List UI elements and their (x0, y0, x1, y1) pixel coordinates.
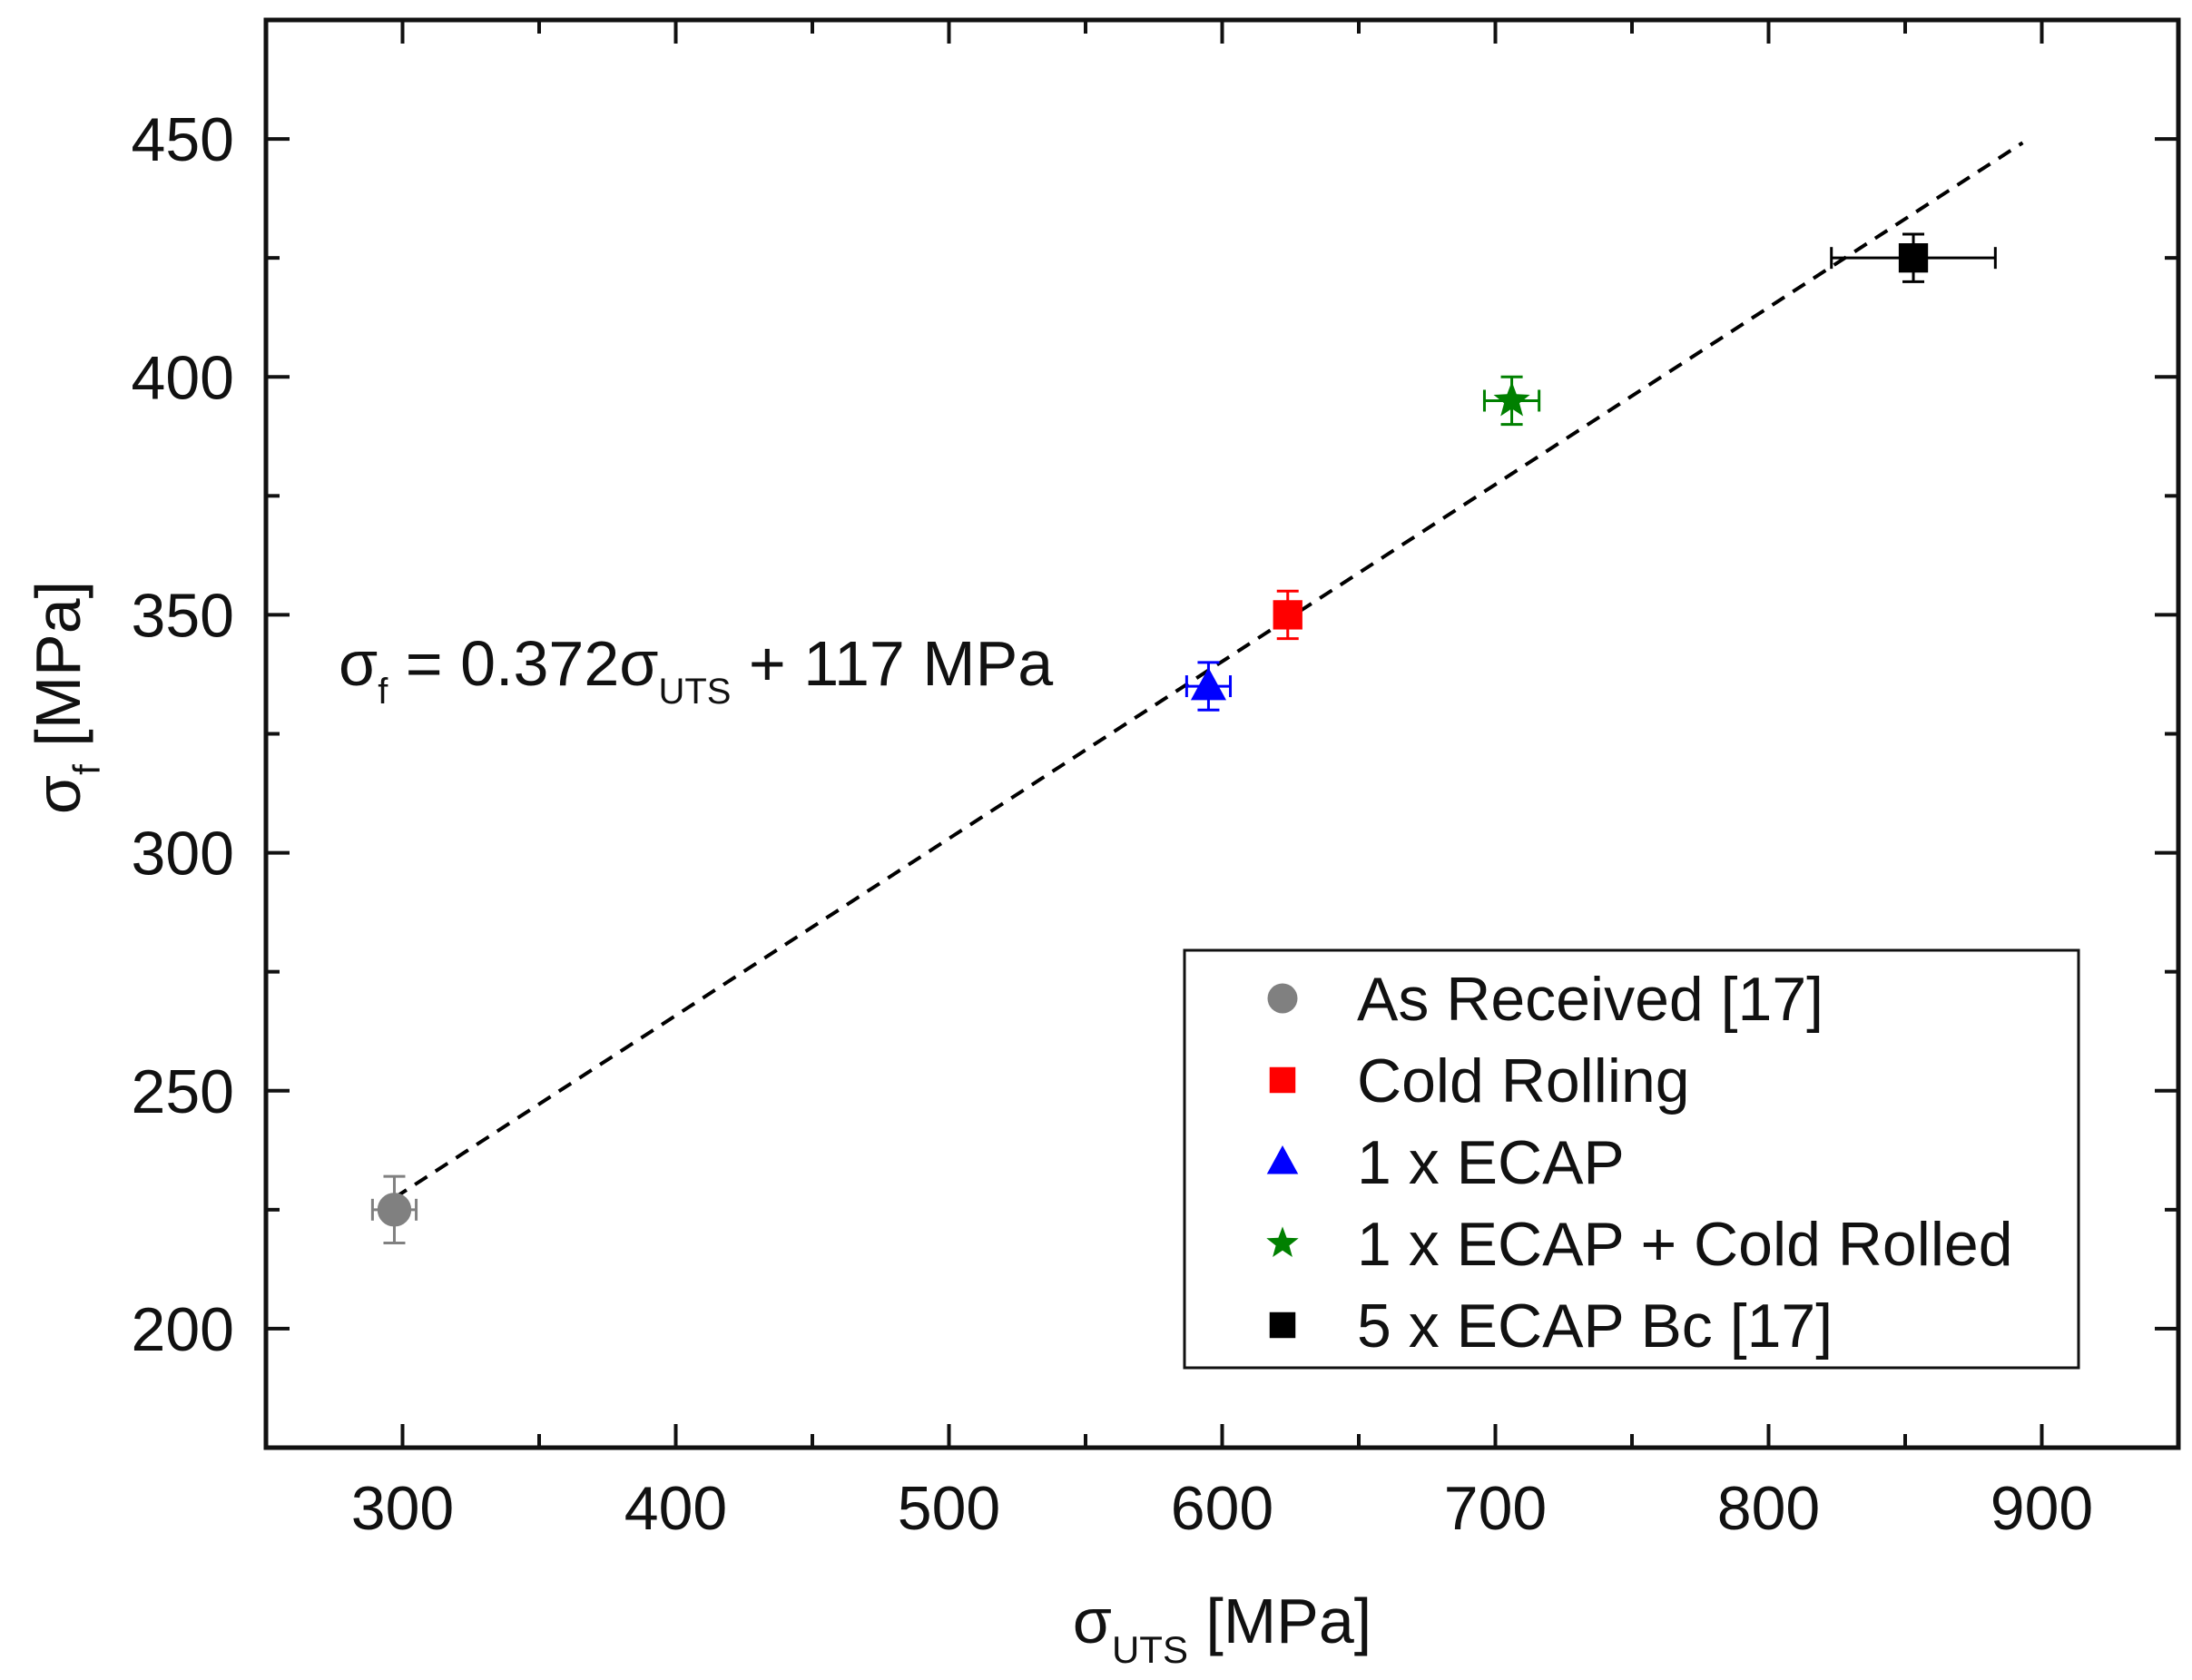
data-point-group (370, 1174, 418, 1245)
data-point-group (1273, 589, 1302, 641)
legend-item: 1 x ECAP (1266, 1128, 1625, 1197)
y-axis-subscript: f (65, 764, 108, 775)
y-axis-title: σf [MPa] (23, 581, 108, 814)
legend-label: 1 x ECAP + Cold Rolled (1357, 1210, 2013, 1279)
fit-equation-part: σ (339, 628, 378, 699)
x-tick-label: 400 (624, 1474, 727, 1543)
x-axis-subscript: UTS (1112, 1628, 1188, 1671)
fit-equation: σf = 0.372σUTS + 117 MPa (339, 628, 1053, 712)
data-points (370, 232, 1997, 1245)
legend-box (1183, 948, 2080, 1370)
legend-label: As Received [17] (1357, 965, 1823, 1034)
x-axis-symbol: σ (1073, 1586, 1112, 1656)
data-point (1898, 243, 1929, 273)
y-tick-label: 250 (132, 1057, 234, 1126)
legend-marker (1266, 1145, 1299, 1174)
x-tick-label: 600 (1171, 1474, 1273, 1543)
x-tick-label: 300 (351, 1474, 454, 1543)
fit-equation-part: = 0.372σ (388, 628, 658, 699)
x-axis-unit: [MPa] (1188, 1586, 1371, 1656)
data-point-group (1830, 232, 1997, 283)
legend-item: Cold Rolling (1269, 1046, 1690, 1115)
y-tick-label: 450 (132, 105, 234, 174)
x-tick-label: 900 (1990, 1474, 2093, 1543)
data-point-group (1184, 661, 1233, 712)
fit-equation-subscript: UTS (658, 672, 731, 712)
data-point-group (1482, 375, 1541, 427)
data-point (1273, 600, 1302, 630)
data-point (1190, 667, 1226, 701)
axis-titles: σUTS [MPa]σf [MPa] (23, 581, 1371, 1671)
y-tick-label: 350 (132, 581, 234, 650)
y-tick-label: 200 (132, 1295, 234, 1364)
legend-label: Cold Rolling (1357, 1046, 1690, 1115)
legend-item: As Received [17] (1267, 965, 1823, 1034)
x-axis-title: σUTS [MPa] (1073, 1586, 1371, 1671)
y-axis-symbol: σ (23, 775, 93, 814)
data-point (1493, 381, 1530, 417)
fit-equation-layer: σf = 0.372σUTS + 117 MPa (339, 628, 1053, 712)
axis-ticks: 300 400 500 600 700 800 900 200 250 300 350 400 450 (132, 20, 2178, 1543)
data-point (377, 1193, 412, 1227)
legend-marker (1269, 1066, 1296, 1094)
x-tick-label: 500 (898, 1474, 1000, 1543)
legend-item: 5 x ECAP Bc [17] (1269, 1292, 1833, 1361)
fit-equation-subscript: f (378, 672, 388, 712)
legend-marker (1267, 983, 1298, 1014)
fit-equation-part: + 117 MPa (731, 628, 1053, 699)
legend-label: 1 x ECAP (1357, 1128, 1625, 1197)
x-tick-label: 800 (1717, 1474, 1820, 1543)
legend-item: 1 x ECAP + Cold Rolled (1266, 1210, 2013, 1279)
legend-label: 5 x ECAP Bc [17] (1357, 1292, 1833, 1361)
y-tick-label: 400 (132, 343, 234, 412)
legend: As Received [17] Cold Rolling 1 x ECAP 1 x … (1183, 948, 2080, 1370)
legend-marker (1266, 1226, 1299, 1257)
x-tick-label: 700 (1444, 1474, 1547, 1543)
y-tick-label: 300 (132, 820, 234, 889)
y-axis-unit: [MPa] (23, 581, 93, 764)
legend-marker (1269, 1312, 1296, 1339)
